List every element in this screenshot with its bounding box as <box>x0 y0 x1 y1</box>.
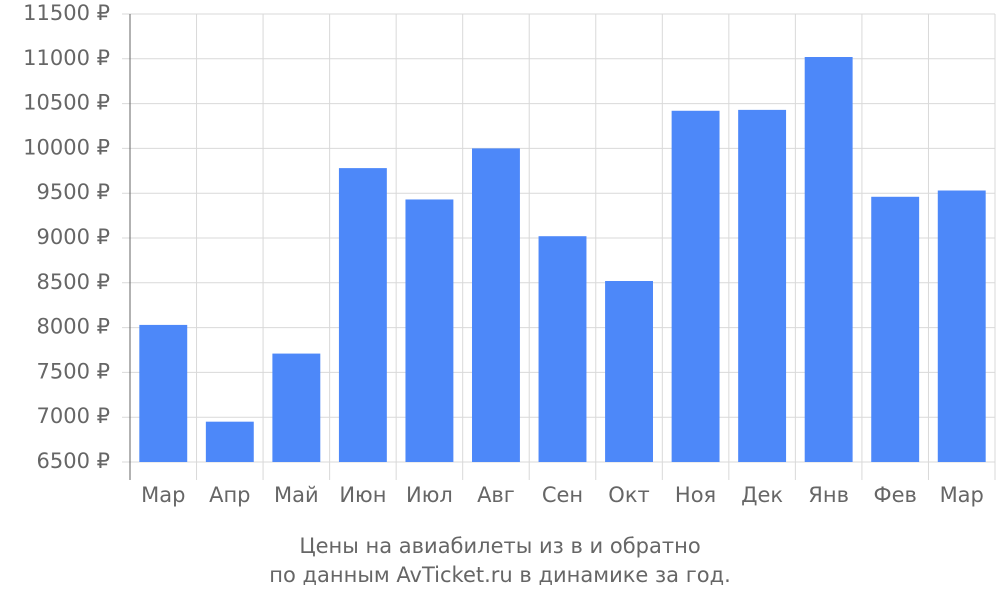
x-tick-label: Июл <box>406 483 453 507</box>
y-tick-label: 10000 ₽ <box>23 135 110 159</box>
bar <box>139 324 188 462</box>
y-tick-label: 10500 ₽ <box>23 91 110 115</box>
y-tick-label: 9500 ₽ <box>37 180 110 204</box>
y-tick-label: 7500 ₽ <box>37 359 110 383</box>
bar <box>538 236 587 462</box>
bar <box>472 148 520 462</box>
bar <box>272 353 321 462</box>
y-tick-label: 8000 ₽ <box>37 315 110 339</box>
chart-title: Цены на авиабилеты из в и обратно <box>299 534 700 558</box>
bar <box>405 199 454 463</box>
bar <box>871 196 920 462</box>
x-tick-label: Фев <box>874 483 917 507</box>
x-tick-label: Сен <box>542 483 583 507</box>
y-tick-label: 6500 ₽ <box>37 449 110 473</box>
x-tick-label: Дек <box>741 483 783 507</box>
y-tick-label: 9000 ₽ <box>37 225 110 249</box>
chart-subtitle: по данным AvTicket.ru в динамике за год. <box>269 563 731 587</box>
x-tick-label: Мар <box>940 483 984 507</box>
bar <box>804 57 853 463</box>
x-tick-label: Июн <box>339 483 386 507</box>
y-tick-label: 7000 ₽ <box>37 404 110 428</box>
bar <box>605 281 653 462</box>
y-tick-label: 8500 ₽ <box>37 270 110 294</box>
bar <box>671 110 720 462</box>
bar <box>937 190 986 462</box>
x-tick-label: Ноя <box>675 483 716 507</box>
x-tick-label: Окт <box>608 483 649 507</box>
bar <box>205 421 254 462</box>
y-tick-label: 11500 ₽ <box>23 1 110 25</box>
x-tick-label: Янв <box>808 483 849 507</box>
y-tick-label: 11000 ₽ <box>23 46 110 70</box>
x-tick-label: Авг <box>477 483 515 507</box>
x-tick-label: Май <box>274 483 319 507</box>
bar <box>738 109 787 462</box>
x-tick-label: Апр <box>209 483 250 507</box>
bar <box>338 168 387 462</box>
x-tick-label: Мар <box>141 483 185 507</box>
